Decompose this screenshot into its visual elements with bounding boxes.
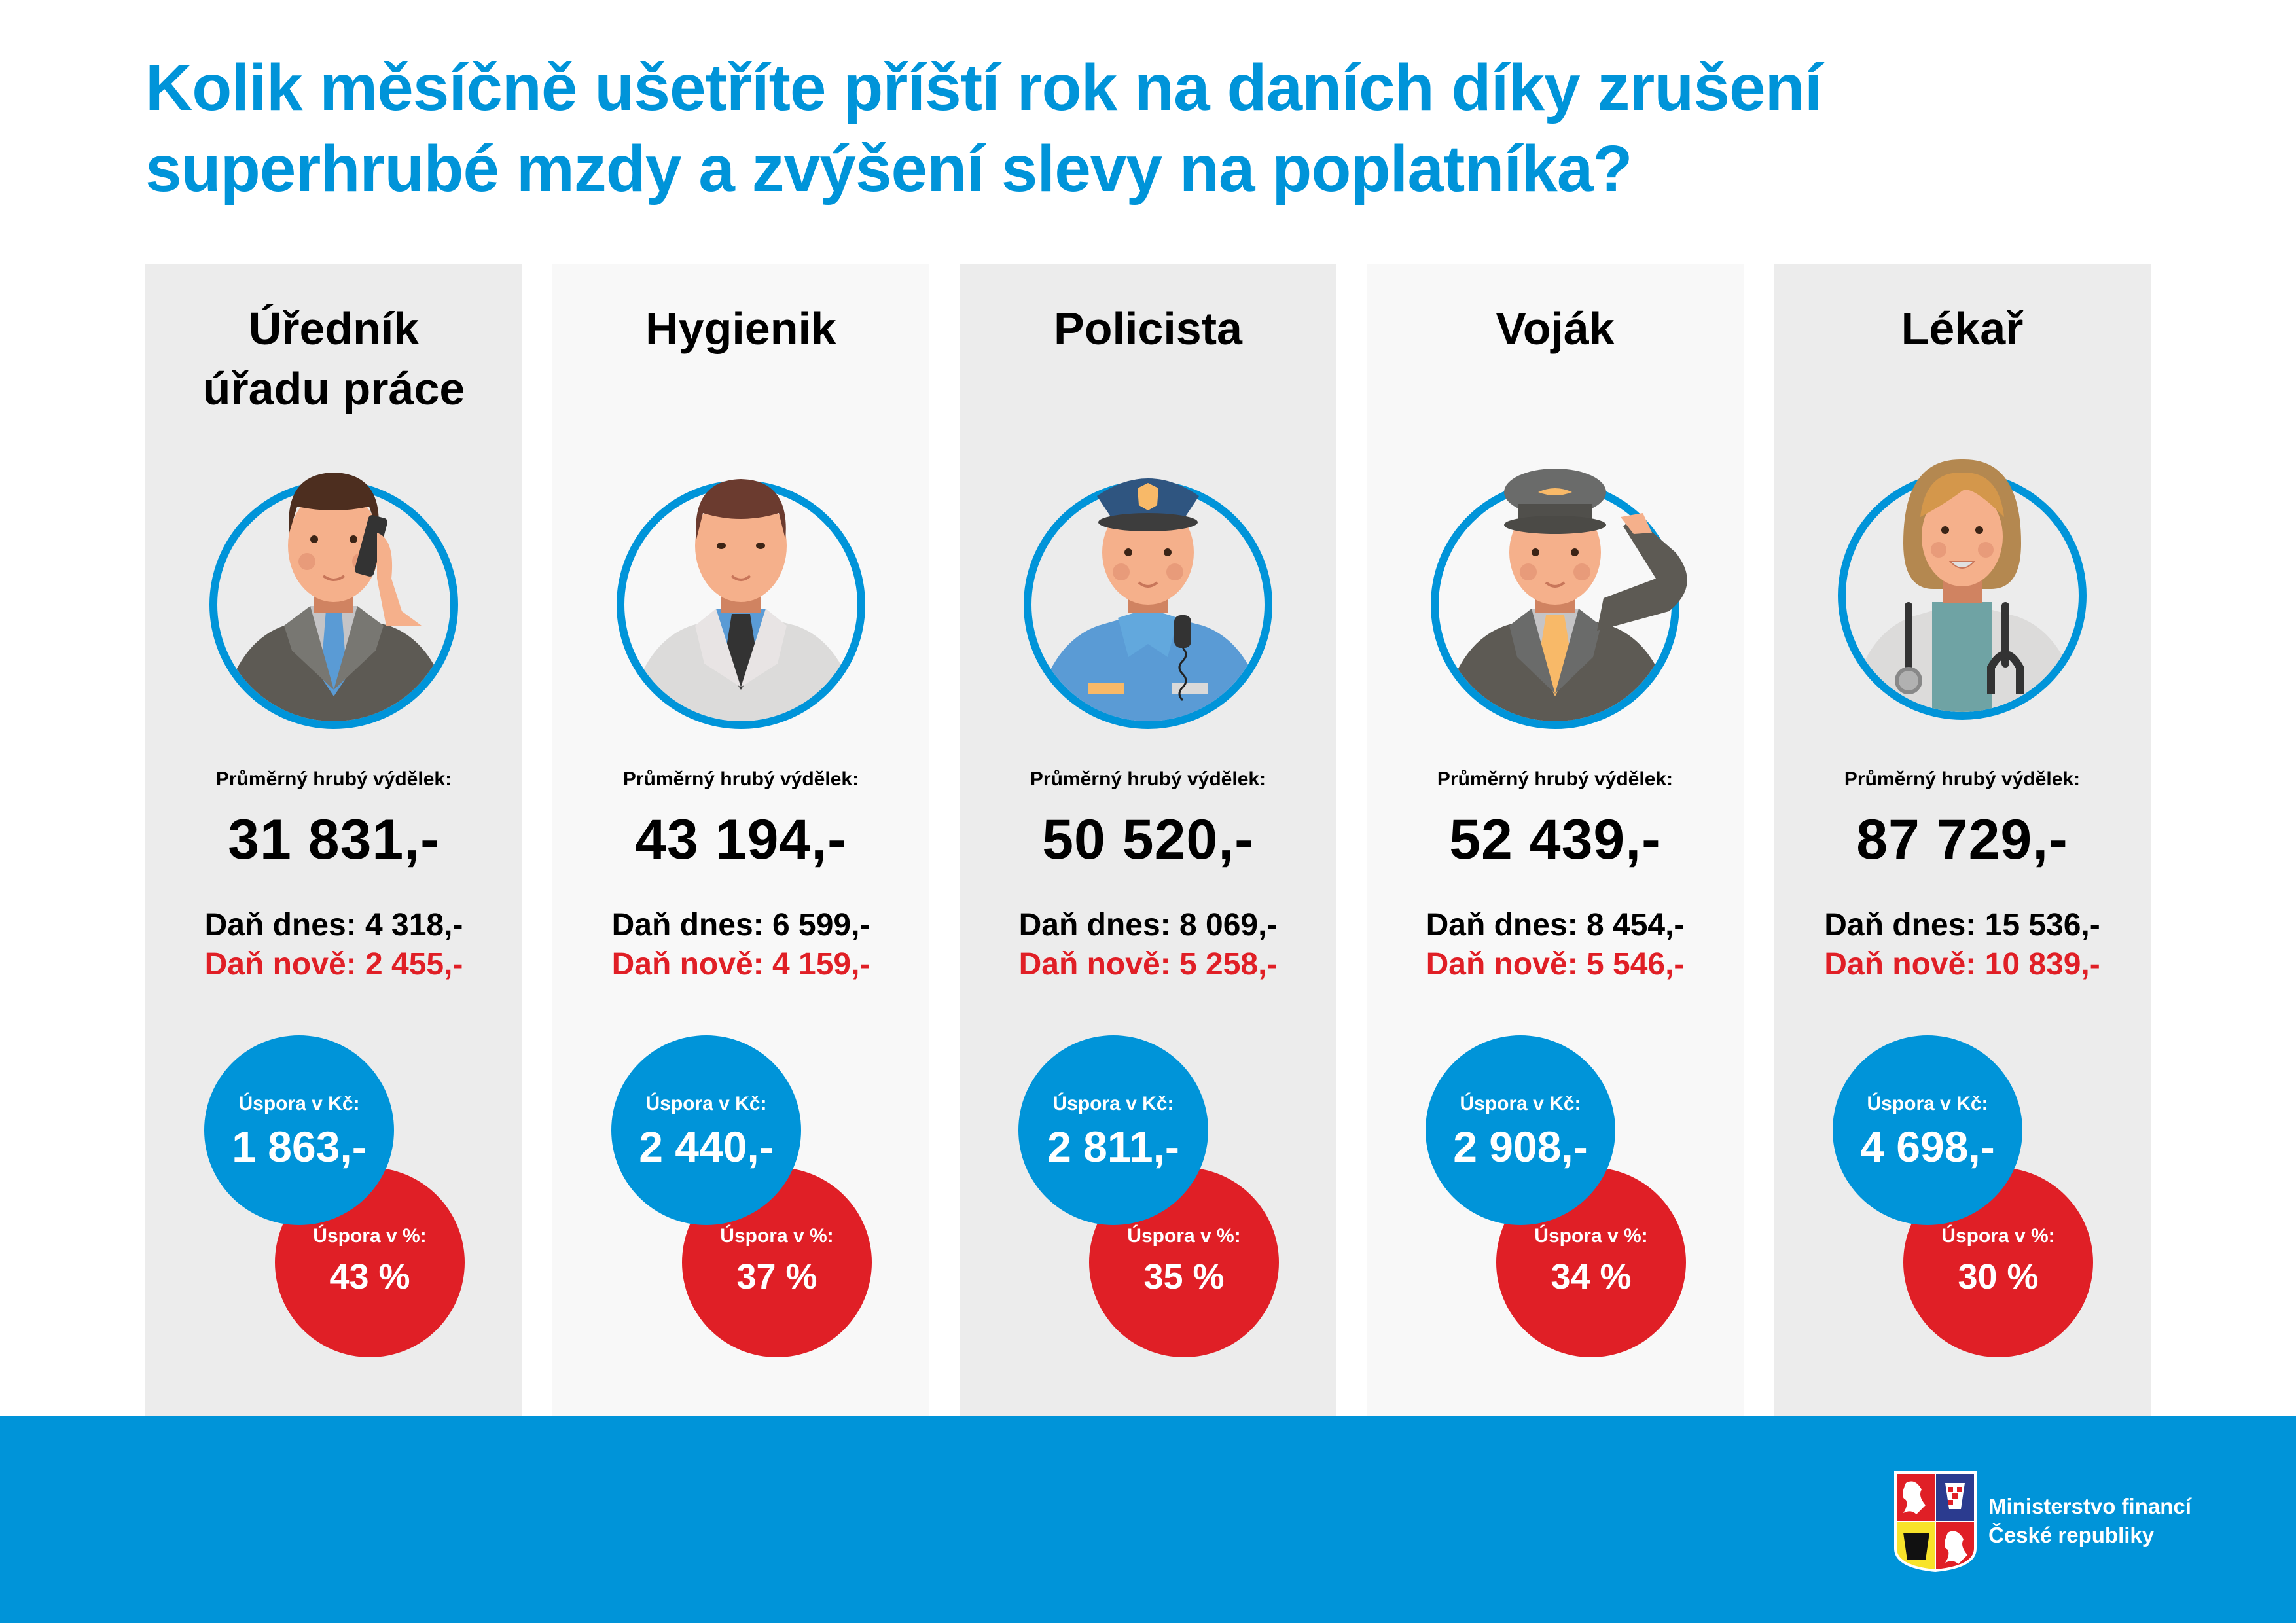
tax-today: Daň dnes: 8 454,-	[1426, 908, 1685, 942]
savings-pct-label: Úspora v %:	[1941, 1225, 2055, 1247]
job-title-line-1: Lékař	[1901, 303, 2024, 354]
earnings-value: 52 439,-	[1449, 808, 1661, 871]
savings-czk-value: 4 698,-	[1860, 1122, 1995, 1171]
tax-new: Daň nově: 5 258,-	[1018, 947, 1278, 982]
savings-czk-bubble: Úspora v Kč: 4 698,-	[1833, 1035, 2022, 1225]
card-urednik: Úředník úřadu práce Průměrný hrubý výděl…	[145, 264, 522, 1416]
savings-pct-label: Úspora v %:	[720, 1225, 834, 1247]
job-title-line-2: úřadu práce	[202, 363, 465, 414]
doctor-icon	[1834, 445, 2090, 720]
job-title: Policista	[960, 298, 1336, 359]
czech-coat-of-arms-icon	[1893, 1470, 1978, 1573]
tax-new: Daň nově: 4 159,-	[611, 947, 870, 982]
card-vojak: Voják Průměrný hrubý výdělek:	[1367, 264, 1744, 1416]
job-title-line-1: Policista	[1054, 303, 1242, 354]
savings-czk-label: Úspora v Kč:	[1052, 1093, 1174, 1115]
job-title-line-1: Úředník	[248, 303, 420, 354]
savings-pct-value: 43 %	[329, 1257, 410, 1296]
tax-new: Daň nově: 2 455,-	[204, 947, 463, 982]
savings-pct-bubble: Úspora v %: 43 %	[275, 1168, 465, 1357]
tax-today: Daň dnes: 6 599,-	[611, 908, 870, 942]
savings-pct-value: 34 %	[1551, 1257, 1632, 1296]
job-title: Úředník úřadu práce	[145, 298, 522, 419]
title-line-1: Kolik měsíčně ušetříte příští rok na dan…	[145, 51, 1822, 124]
card-policista: Policista Průměrný hrubý výdělek: 50 52	[960, 264, 1336, 1416]
card-lekar: Lékař Průměrný hrubý výdělek: 87 729,- D…	[1774, 264, 2151, 1416]
tax-new: Daň nově: 5 546,-	[1426, 947, 1685, 982]
page-title: Kolik měsíčně ušetříte příští rok na dan…	[145, 47, 2174, 209]
job-title: Hygienik	[552, 298, 929, 359]
police-officer-icon	[1020, 454, 1276, 729]
savings-czk-bubble: Úspora v Kč: 2 908,-	[1426, 1035, 1615, 1225]
earnings-value: 43 194,-	[635, 808, 847, 871]
job-title-line-1: Hygienik	[645, 303, 836, 354]
savings-czk-label: Úspora v Kč:	[1460, 1093, 1581, 1115]
earnings-label: Průměrný hrubý výdělek:	[1844, 768, 2081, 790]
ministry-name: Ministerstvo financí České republiky	[1988, 1492, 2191, 1550]
earnings-value: 31 831,-	[228, 808, 440, 871]
savings-pct-value: 37 %	[736, 1257, 817, 1296]
savings-czk-label: Úspora v Kč:	[238, 1093, 360, 1115]
savings-czk-value: 2 440,-	[639, 1122, 774, 1171]
earnings-value: 87 729,-	[1856, 808, 2068, 871]
savings-pct-label: Úspora v %:	[313, 1225, 427, 1247]
job-title: Lékař	[1774, 298, 2151, 359]
earnings-label: Průměrný hrubý výdělek:	[215, 768, 452, 790]
savings-pct-label: Úspora v %:	[1534, 1225, 1648, 1247]
savings-pct-label: Úspora v %:	[1127, 1225, 1241, 1247]
savings-czk-label: Úspora v Kč:	[645, 1093, 767, 1115]
savings-czk-bubble: Úspora v Kč: 1 863,-	[204, 1035, 394, 1225]
savings-czk-label: Úspora v Kč:	[1867, 1093, 1988, 1115]
earnings-label: Průměrný hrubý výdělek:	[1030, 768, 1266, 790]
tax-today: Daň dnes: 8 069,-	[1018, 908, 1278, 942]
hygienist-icon	[613, 454, 869, 729]
tax-new: Daň nově: 10 839,-	[1824, 947, 2100, 982]
tax-today: Daň dnes: 4 318,-	[204, 908, 463, 942]
savings-pct-value: 35 %	[1143, 1257, 1225, 1296]
savings-czk-value: 2 908,-	[1453, 1122, 1588, 1171]
card-hygienik: Hygienik Průměrný hrubý výdělek: 43 194,…	[552, 264, 929, 1416]
savings-pct-value: 30 %	[1958, 1257, 2039, 1296]
savings-czk-value: 1 863,-	[232, 1122, 367, 1171]
earnings-label: Průměrný hrubý výdělek:	[622, 768, 859, 790]
savings-czk-bubble: Úspora v Kč: 2 440,-	[611, 1035, 801, 1225]
tax-today: Daň dnes: 15 536,-	[1824, 908, 2100, 942]
soldier-saluting-icon	[1427, 454, 1687, 729]
ministry-name-line-2: České republiky	[1988, 1523, 2155, 1547]
savings-czk-value: 2 811,-	[1047, 1122, 1179, 1171]
earnings-value: 50 520,-	[1042, 808, 1254, 871]
title-line-2: superhrubé mzdy a zvýšení slevy na popla…	[145, 132, 1632, 205]
savings-czk-bubble: Úspora v Kč: 2 811,-	[1018, 1035, 1208, 1225]
office-worker-phone-icon	[206, 454, 462, 729]
job-title-line-1: Voják	[1496, 303, 1615, 354]
job-title: Voják	[1367, 298, 1744, 359]
earnings-label: Průměrný hrubý výdělek:	[1437, 768, 1674, 790]
ministry-name-line-1: Ministerstvo financí	[1988, 1494, 2191, 1518]
